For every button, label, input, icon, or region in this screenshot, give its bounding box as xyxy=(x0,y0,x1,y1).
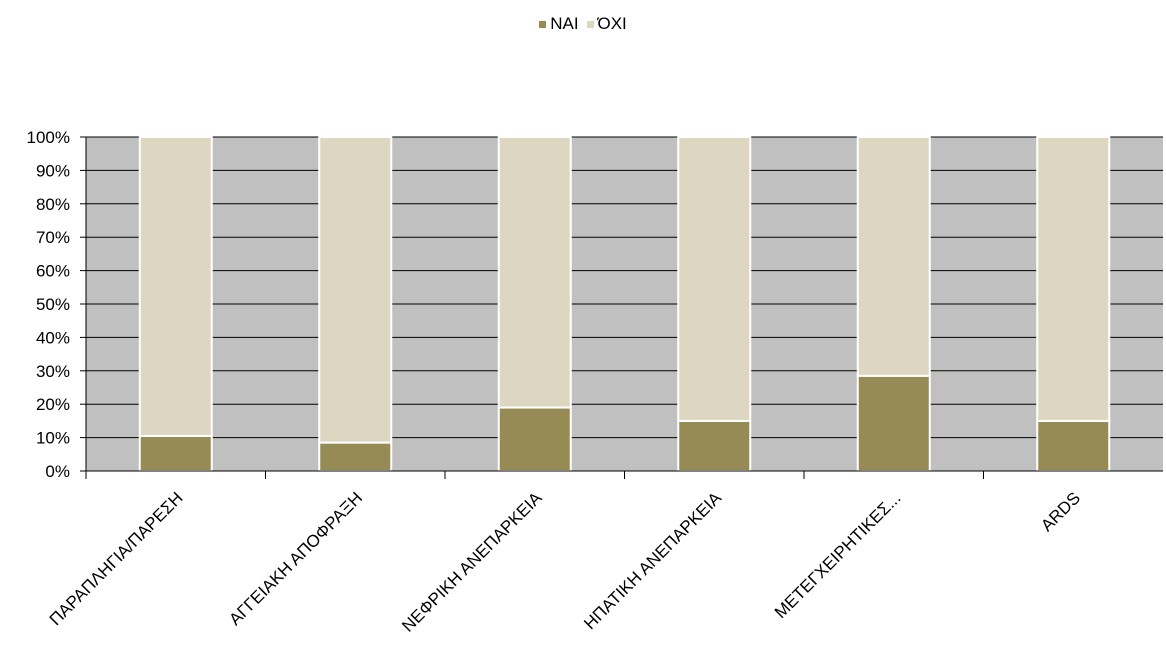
x-tick-label: ΜΕΤΕΓΧΕΙΡΗΤΙΚΕΣ... xyxy=(771,488,905,622)
bar-segment-no xyxy=(1036,136,1111,422)
bar-segment-yes xyxy=(1036,419,1111,472)
bar-segment-no xyxy=(138,136,213,437)
bar-segment-no xyxy=(856,136,931,377)
y-tick-label: 20% xyxy=(36,395,70,414)
bar-segment-yes xyxy=(318,441,393,472)
x-tick-label: ΑΓΓΕΙΑΚΗ ΑΠΟΦΡΑΞΗ xyxy=(225,488,366,629)
bar-segment-no xyxy=(318,136,393,444)
x-tick-label: ΝΕΦΡΙΚΗ ΑΝΕΠΑΡΚΕΙΑ xyxy=(398,488,546,636)
y-tick-label: 50% xyxy=(36,295,70,314)
bar-segment-no xyxy=(677,136,752,422)
y-tick-label: 80% xyxy=(36,195,70,214)
y-tick-label: 100% xyxy=(27,128,70,147)
bar-segment-yes xyxy=(856,374,931,472)
y-tick-label: 70% xyxy=(36,228,70,247)
bar-segment-yes xyxy=(138,434,213,472)
x-tick-label: ΠΑΡΑΠΛΗΓΙΑ/ΠΑΡΕΣΗ xyxy=(46,488,187,629)
bar-segment-yes xyxy=(677,419,752,472)
legend-label-yes: ΝΑΙ xyxy=(550,14,579,33)
legend-swatch-no xyxy=(586,20,594,28)
x-tick-label: ΗΠΑΤΙΚΗ ΑΝΕΠΑΡΚΕΙΑ xyxy=(580,488,725,633)
y-tick-label: 90% xyxy=(36,161,70,180)
legend-label-no: ΌΧΙ xyxy=(597,14,627,33)
legend: ΝΑΙ ΌΧΙ xyxy=(0,14,1166,34)
legend-swatch-yes xyxy=(539,20,547,28)
y-tick-label: 30% xyxy=(36,362,70,381)
bar-segment-no xyxy=(497,136,572,409)
legend-item-yes: ΝΑΙ xyxy=(539,14,579,34)
x-tick-label: ARDS xyxy=(1037,488,1084,535)
legend-item-no: ΌΧΙ xyxy=(586,14,627,34)
y-tick-label: 10% xyxy=(36,429,70,448)
y-tick-label: 0% xyxy=(45,462,70,481)
bar-segment-yes xyxy=(497,406,572,473)
y-tick-label: 40% xyxy=(36,328,70,347)
y-tick-label: 60% xyxy=(36,262,70,281)
